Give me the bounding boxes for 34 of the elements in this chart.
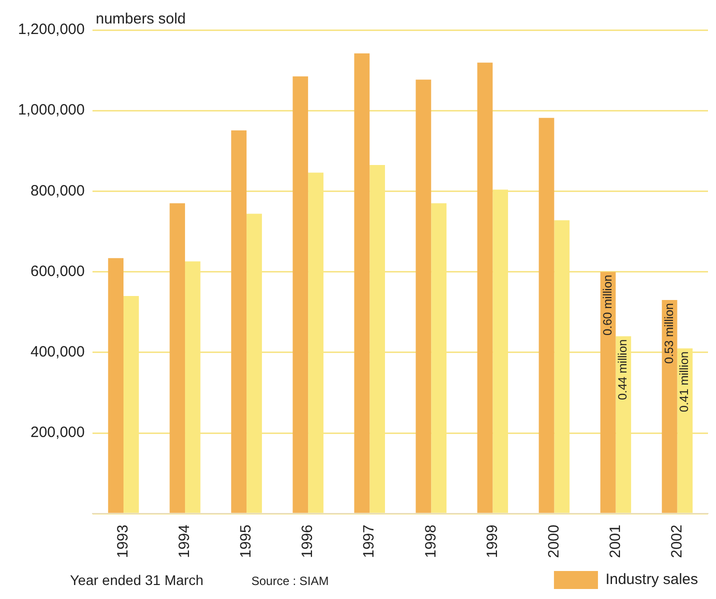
x-tick-label: 2002 <box>668 524 686 558</box>
bar <box>477 62 493 513</box>
x-tick-label: 1999 <box>484 524 501 558</box>
data-label: 0.44 million <box>616 339 630 400</box>
x-tick-label: 1994 <box>176 524 194 558</box>
legend-label: Industry sales <box>605 571 698 588</box>
y-tick-label: 1,000,000 <box>18 102 85 119</box>
bar <box>231 130 247 513</box>
bar <box>354 53 370 513</box>
bar <box>600 272 616 513</box>
x-tick-label: 1997 <box>360 524 378 558</box>
text: Year ended 31 March <box>70 572 204 588</box>
bar <box>538 118 554 513</box>
x-tick-label: 1996 <box>299 524 316 558</box>
x-tick-label: 2001 <box>606 524 624 558</box>
source-note: Source : SIAM <box>251 574 329 588</box>
y-tick-label: 200,000 <box>30 424 85 442</box>
data-label: 0.53 million <box>662 303 676 364</box>
x-tick-label: 2000 <box>545 524 562 558</box>
bar <box>662 300 678 513</box>
y-tick-label: 800,000 <box>30 182 85 200</box>
data-label: 0.60 million <box>600 274 614 336</box>
y-tick-label: 1,200,000 <box>18 21 85 38</box>
data-label: 0.41 million <box>677 351 692 412</box>
bar <box>292 76 308 513</box>
y-tick-label: 600,000 <box>30 262 85 280</box>
x-tick-label: 1993 <box>114 524 132 558</box>
y-axis-title: numbers sold <box>96 10 186 28</box>
bar <box>108 258 124 513</box>
bar <box>170 203 186 513</box>
bar <box>416 80 432 513</box>
x-tick-label: 1995 <box>238 524 255 558</box>
x-tick-label: 1998 <box>422 524 440 558</box>
y-tick-label: 400,000 <box>30 344 85 361</box>
